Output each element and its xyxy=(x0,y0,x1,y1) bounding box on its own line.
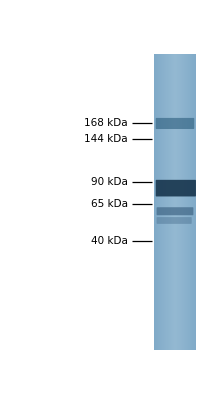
Bar xyxy=(179,54,180,350)
Bar xyxy=(161,54,162,350)
Bar xyxy=(176,54,177,350)
Bar xyxy=(184,54,185,350)
Bar xyxy=(186,54,187,350)
Bar xyxy=(156,54,157,350)
Bar xyxy=(158,54,159,350)
Bar xyxy=(189,54,190,350)
FancyBboxPatch shape xyxy=(157,217,192,224)
Bar xyxy=(159,54,160,350)
Bar xyxy=(175,54,176,350)
Bar xyxy=(177,54,178,350)
Bar xyxy=(178,54,179,350)
Bar xyxy=(187,54,188,350)
Bar xyxy=(176,54,177,350)
Bar xyxy=(172,54,173,350)
Text: 168 kDa: 168 kDa xyxy=(84,118,128,128)
Bar xyxy=(173,54,174,350)
Bar xyxy=(164,54,165,350)
Text: 90 kDa: 90 kDa xyxy=(91,177,128,187)
Bar xyxy=(170,54,171,350)
Bar xyxy=(171,54,172,350)
Bar xyxy=(171,54,172,350)
Bar xyxy=(183,54,184,350)
Bar xyxy=(169,54,170,350)
Bar xyxy=(155,54,156,350)
Bar xyxy=(164,54,165,350)
Text: 40 kDa: 40 kDa xyxy=(91,236,128,246)
Bar xyxy=(163,54,164,350)
Bar xyxy=(174,54,175,350)
FancyBboxPatch shape xyxy=(156,118,194,129)
Bar xyxy=(190,54,191,350)
Bar xyxy=(187,54,188,350)
Bar xyxy=(185,54,186,350)
Bar xyxy=(160,54,161,350)
Bar xyxy=(160,54,161,350)
FancyBboxPatch shape xyxy=(156,180,196,196)
Bar xyxy=(159,54,160,350)
Bar xyxy=(181,54,182,350)
Bar xyxy=(194,54,195,350)
Bar xyxy=(165,54,166,350)
Bar xyxy=(182,54,183,350)
Text: 65 kDa: 65 kDa xyxy=(91,198,128,208)
Bar xyxy=(156,54,157,350)
Bar xyxy=(175,54,176,350)
Bar xyxy=(167,54,168,350)
Bar xyxy=(190,54,191,350)
FancyBboxPatch shape xyxy=(157,207,193,215)
Bar xyxy=(172,54,173,350)
Bar xyxy=(161,54,162,350)
Bar xyxy=(154,54,155,350)
Bar xyxy=(191,54,192,350)
Bar xyxy=(168,54,169,350)
Bar xyxy=(182,54,183,350)
Bar xyxy=(167,54,168,350)
Bar xyxy=(194,54,195,350)
Bar xyxy=(165,54,166,350)
Bar xyxy=(162,54,163,350)
Bar xyxy=(193,54,194,350)
Bar xyxy=(180,54,181,350)
Bar xyxy=(179,54,180,350)
Bar xyxy=(157,54,158,350)
Text: 144 kDa: 144 kDa xyxy=(84,134,128,144)
Bar xyxy=(188,54,189,350)
Bar xyxy=(192,54,193,350)
Bar xyxy=(193,54,194,350)
Bar xyxy=(166,54,167,350)
Bar xyxy=(186,54,187,350)
Bar xyxy=(183,54,184,350)
Bar xyxy=(195,54,196,350)
Bar xyxy=(181,54,182,350)
Bar xyxy=(154,54,155,350)
